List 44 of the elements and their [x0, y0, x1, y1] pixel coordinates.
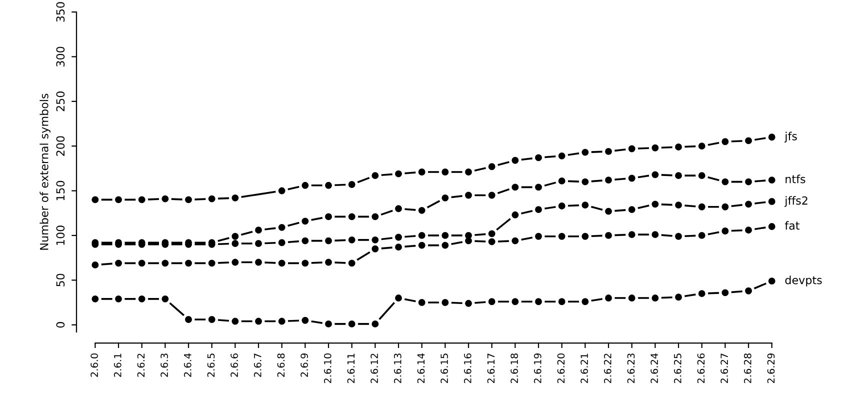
x-tick-label: 2.6.23: [627, 354, 635, 384]
x-tick-label: 2.6.19: [534, 354, 542, 384]
x-tick-label: 2.6.4: [184, 353, 192, 377]
y-tick-label: 300: [56, 46, 65, 66]
series-label: jfs: [784, 132, 797, 143]
x-tick-label: 2.6.14: [417, 353, 425, 384]
series-label: ntfs: [786, 174, 806, 184]
x-tick-label: 2.6.8: [277, 354, 285, 377]
y-tick-label: 250: [56, 92, 65, 112]
y-axis-title: Number of external symbols: [40, 94, 50, 250]
series-label: fat: [784, 221, 800, 230]
x-tick-label: 2.6.21: [580, 354, 588, 384]
x-tick-label: 2.6.28: [744, 354, 752, 384]
x-tick-label: 2.6.5: [207, 354, 215, 377]
series-label: devpts: [785, 276, 822, 286]
y-tick-label: 0: [56, 322, 65, 328]
x-tick-label: 2.6.20: [557, 353, 565, 384]
x-tick-label: 2.6.2: [137, 354, 145, 377]
x-tick-label: 2.6.11: [347, 354, 355, 384]
x-tick-label: 2.6.24: [650, 353, 658, 384]
x-tick-label: 2.6.25: [674, 354, 682, 384]
y-tick-label: 150: [56, 180, 65, 200]
x-tick-label: 2.6.29: [767, 354, 775, 384]
y-tick-label: 50: [56, 274, 65, 286]
x-tick-label: 2.6.27: [720, 354, 728, 384]
x-tick-label: 2.6.10: [324, 353, 332, 384]
x-tick-label: 2.6.26: [697, 353, 705, 384]
x-tick-label: 2.6.17: [487, 354, 495, 384]
y-tick-label: 200: [56, 136, 65, 156]
x-tick-label: 2.6.1: [114, 354, 122, 377]
x-tick-label: 2.6.22: [604, 354, 612, 384]
x-tick-label: 2.6.0: [90, 353, 98, 377]
x-tick-label: 2.6.3: [160, 354, 168, 377]
x-tick-label: 2.6.13: [394, 354, 402, 384]
x-tick-label: 2.6.9: [300, 354, 308, 377]
y-tick-label: 350: [56, 2, 65, 22]
x-tick-label: 2.6.16: [464, 353, 472, 384]
x-tick-label: 2.6.7: [254, 354, 262, 377]
x-tick-label: 2.6.15: [440, 354, 448, 384]
x-tick-label: 2.6.6: [230, 353, 238, 377]
y-tick-label: 100: [56, 226, 65, 245]
series-label: jffs2: [784, 196, 808, 207]
x-tick-label: 2.6.18: [510, 354, 518, 384]
x-tick-label: 2.6.12: [370, 354, 378, 384]
